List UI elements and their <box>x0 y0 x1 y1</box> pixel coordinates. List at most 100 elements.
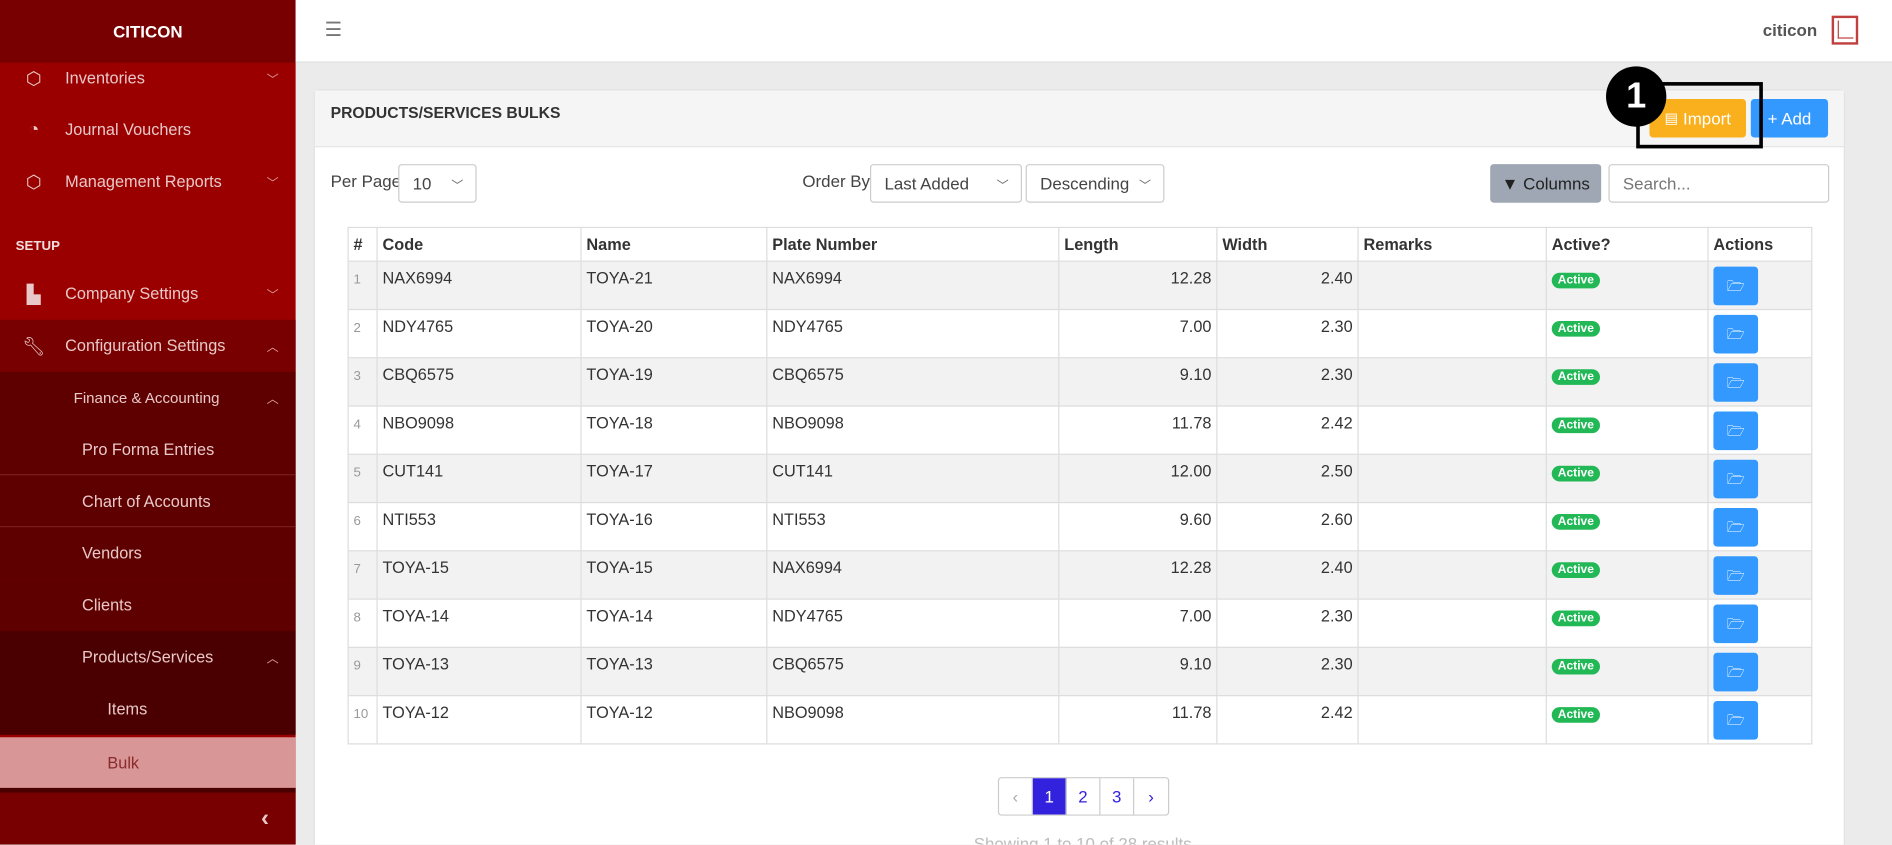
cube-icon: ⬡ <box>25 68 42 89</box>
active-cell: Active <box>1545 405 1709 455</box>
add-button[interactable]: + Add <box>1750 98 1829 138</box>
plate-number-cell: NAX6994 <box>766 260 1060 311</box>
open-folder-button[interactable]: 🗁︎ <box>1713 411 1759 451</box>
column-header: Width <box>1216 226 1359 262</box>
code-cell: NDY4765 <box>376 308 582 359</box>
table-row[interactable]: 1 NAX6994 TOYA-21 NAX6994 12.28 2.40 Active 🗁︎ <box>347 260 1813 311</box>
plate-number-cell: CUT141 <box>766 453 1060 504</box>
remarks-cell <box>1357 695 1547 745</box>
column-header: Active? <box>1545 226 1709 262</box>
chevron-left-icon: ‹ <box>261 804 270 832</box>
table-row[interactable]: 10 TOYA-12 TOYA-12 NBO9098 11.78 2.42 Active 🗁︎ <box>347 695 1813 745</box>
table-row[interactable]: 7 TOYA-15 TOYA-15 NAX6994 12.28 2.40 Active 🗁︎ <box>347 550 1813 600</box>
hamburger-menu-icon[interactable]: ☰ <box>324 20 342 42</box>
sidebar-item-products-services[interactable]: Products/Services ︿ <box>0 631 296 683</box>
next-page-button[interactable]: › <box>1148 786 1154 807</box>
plate-number-cell: NDY4765 <box>766 308 1060 359</box>
remarks-cell <box>1357 260 1547 311</box>
sidebar-item-label: Company Settings <box>65 284 199 303</box>
columns-button[interactable]: ▼ Columns <box>1490 164 1602 203</box>
user-avatar-icon[interactable] <box>1831 15 1859 45</box>
open-folder-button[interactable]: 🗁︎ <box>1713 507 1759 547</box>
actions-cell: 🗁︎ <box>1707 695 1813 745</box>
remarks-cell <box>1357 405 1547 455</box>
status-badge: Active <box>1551 320 1601 337</box>
width-cell: 2.50 <box>1216 453 1359 504</box>
page-1-button[interactable]: 1 <box>1032 778 1067 815</box>
actions-cell: 🗁︎ <box>1707 598 1813 648</box>
sidebar-item-management-reports[interactable]: ⬡ Management Reports ﹀ <box>0 156 296 208</box>
name-cell: TOYA-21 <box>580 260 768 311</box>
code-cell: TOYA-15 <box>376 550 582 600</box>
order-by-value: Last Added <box>884 173 969 194</box>
row-index: 7 <box>347 550 378 600</box>
status-badge: Active <box>1551 272 1601 289</box>
sidebar-item-label: Clients <box>82 596 132 615</box>
name-cell: TOYA-12 <box>580 695 768 745</box>
filter-icon: ▼ <box>1501 173 1519 194</box>
sidebar-item-inventories[interactable]: ⬡ Inventories ﹀ <box>0 52 296 104</box>
length-cell: 12.28 <box>1058 550 1218 600</box>
name-cell: TOYA-19 <box>580 357 768 407</box>
open-folder-button[interactable]: 🗁︎ <box>1713 556 1759 595</box>
width-cell: 2.60 <box>1216 501 1359 552</box>
open-folder-button[interactable]: 🗁︎ <box>1713 459 1759 499</box>
row-index: 2 <box>347 308 378 359</box>
direction-select[interactable]: Descending ﹀ <box>1025 164 1165 203</box>
sidebar-item-clients[interactable]: Clients <box>0 579 296 632</box>
sidebar-item-bulk[interactable]: Bulk <box>0 737 296 788</box>
per-page-label: Per Page <box>330 171 402 191</box>
folder-open-icon: 🗁︎ <box>1726 277 1745 295</box>
sidebar-item-label: Journal Vouchers <box>65 120 192 139</box>
user-name[interactable]: citicon <box>1762 20 1818 40</box>
column-header: Plate Number <box>766 226 1060 262</box>
open-folder-button[interactable]: 🗁︎ <box>1713 652 1759 692</box>
sidebar-item-pro-forma-entries[interactable]: Pro Forma Entries <box>0 423 296 476</box>
sidebar-item-journal-vouchers[interactable]: ◔ Journal Vouchers <box>0 104 296 156</box>
page-3-button[interactable]: 3 <box>1100 778 1135 815</box>
sidebar-item-finance-accounting[interactable]: Finance & Accounting ︿ <box>0 371 296 424</box>
table-row[interactable]: 8 TOYA-14 TOYA-14 NDY4765 7.00 2.30 Active 🗁︎ <box>347 598 1813 648</box>
page-title: PRODUCTS/SERVICES BULKS <box>330 103 561 122</box>
table-row[interactable]: 5 CUT141 TOYA-17 CUT141 12.00 2.50 Active 🗁︎ <box>347 453 1813 504</box>
chevron-up-icon: ︿ <box>266 341 279 355</box>
length-cell: 9.10 <box>1058 357 1218 407</box>
per-page-select[interactable]: 10 ﹀ <box>398 164 477 203</box>
order-by-select[interactable]: Last Added ﹀ <box>869 164 1023 203</box>
page-2-button[interactable]: 2 <box>1067 778 1101 815</box>
open-folder-button[interactable]: 🗁︎ <box>1713 604 1759 644</box>
length-cell: 7.00 <box>1058 308 1218 359</box>
sidebar-item-vendors[interactable]: Vendors <box>0 527 296 580</box>
import-button[interactable]: ▤ Import <box>1649 98 1746 138</box>
sidebar-item-company-settings[interactable]: ▙ Company Settings ﹀ <box>0 268 296 320</box>
sidebar-item-chart-of-accounts[interactable]: Chart of Accounts <box>0 475 296 528</box>
table-row[interactable]: 3 CBQ6575 TOYA-19 CBQ6575 9.10 2.30 Active 🗁︎ <box>347 357 1813 407</box>
column-header: Code <box>376 226 582 262</box>
column-header: Name <box>580 226 768 262</box>
wrench-icon: 🔧︎ <box>22 336 46 357</box>
length-cell: 11.78 <box>1058 405 1218 455</box>
row-index: 10 <box>347 695 378 745</box>
table-row[interactable]: 2 NDY4765 TOYA-20 NDY4765 7.00 2.30 Active 🗁︎ <box>347 308 1813 359</box>
prev-page-button[interactable]: ‹ <box>999 778 1033 815</box>
actions-cell: 🗁︎ <box>1707 501 1813 552</box>
sidebar-item-items[interactable]: Items <box>0 682 296 735</box>
open-folder-button[interactable]: 🗁︎ <box>1713 314 1759 354</box>
open-folder-button[interactable]: 🗁︎ <box>1713 701 1759 740</box>
plate-number-cell: NBO9098 <box>766 695 1060 745</box>
column-header: Remarks <box>1357 226 1547 262</box>
actions-cell: 🗁︎ <box>1707 405 1813 455</box>
open-folder-button[interactable]: 🗁︎ <box>1713 363 1759 402</box>
columns-label: Columns <box>1523 173 1590 194</box>
code-cell: TOYA-12 <box>376 695 582 745</box>
table-row[interactable]: 6 NTI553 TOYA-16 NTI553 9.60 2.60 Active 🗁︎ <box>347 501 1813 552</box>
sidebar-collapse-button[interactable]: ‹ <box>0 792 296 845</box>
open-folder-button[interactable]: 🗁︎ <box>1713 266 1759 306</box>
table-row[interactable]: 4 NBO9098 TOYA-18 NBO9098 11.78 2.42 Active 🗁︎ <box>347 405 1813 455</box>
width-cell: 2.40 <box>1216 260 1359 311</box>
folder-open-icon: 🗁︎ <box>1726 567 1745 585</box>
search-input[interactable] <box>1608 164 1830 203</box>
table-row[interactable]: 9 TOYA-13 TOYA-13 CBQ6575 9.10 2.30 Active 🗁︎ <box>347 646 1813 697</box>
active-cell: Active <box>1545 501 1709 552</box>
sidebar-item-configuration-settings[interactable]: 🔧︎ Configuration Settings ︿ <box>0 319 296 372</box>
